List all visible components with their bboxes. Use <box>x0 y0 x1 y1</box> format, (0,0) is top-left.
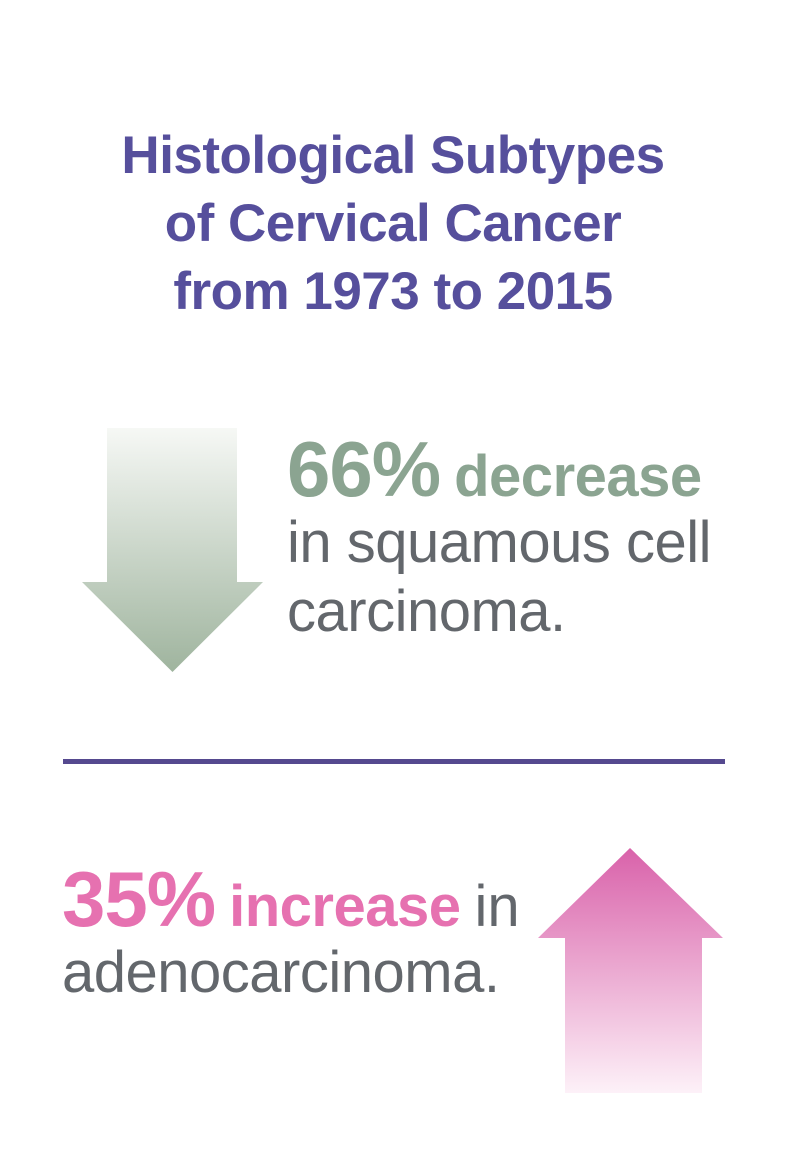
decrease-description-line-1: in squamous cell <box>287 510 712 575</box>
decrease-description-line-2: carcinoma. <box>287 579 566 644</box>
page-title: Histological Subtypes of Cervical Cancer… <box>0 122 786 326</box>
page-title-line-1: Histological Subtypes <box>121 126 665 185</box>
increase-stat-value: 35% <box>62 855 216 943</box>
increase-stat-line: 35% increase in <box>62 860 520 938</box>
section-divider <box>63 759 725 764</box>
decrease-arrow-icon <box>82 428 263 672</box>
decrease-stat-value: 66% <box>287 425 441 513</box>
increase-stat-label: increase <box>229 874 461 939</box>
arrow-up-icon <box>538 848 723 1093</box>
decrease-stat-line: 66% decrease <box>287 430 702 508</box>
page-title-line-2: of Cervical Cancer <box>164 194 622 253</box>
increase-description-line-1: adenocarcinoma. <box>62 940 500 1005</box>
increase-arrow-icon <box>538 848 723 1093</box>
page-title-line-3: from 1973 to 2015 <box>173 262 613 321</box>
decrease-stat-label: decrease <box>454 444 702 509</box>
arrow-down-icon <box>82 428 263 672</box>
increase-stat-connector: in <box>474 874 520 939</box>
